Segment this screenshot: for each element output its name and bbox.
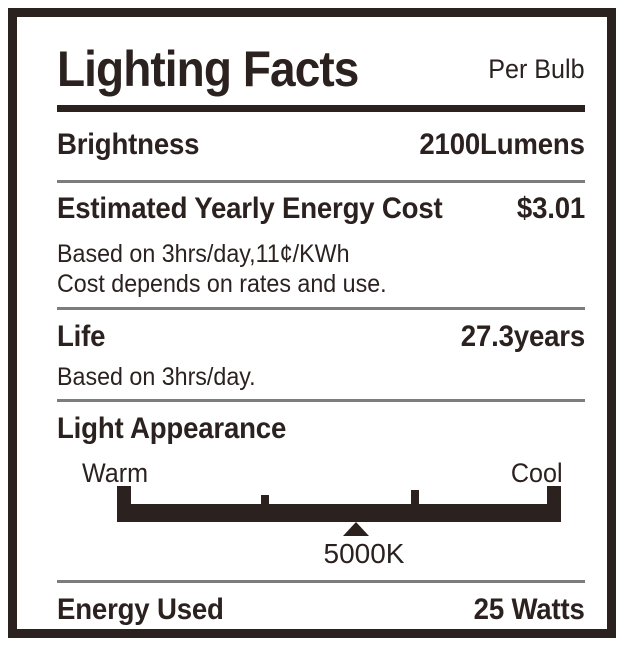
- brightness-value: 2100Lumens: [419, 128, 586, 161]
- life-value: 27.3years: [460, 320, 585, 353]
- scale-value-wrapper: 5000K: [57, 537, 585, 571]
- energy-cost-label: Estimated Yearly Energy Cost: [57, 192, 443, 225]
- divider-after-life: [57, 399, 585, 402]
- scale-pointer-triangle-icon: [343, 522, 369, 536]
- energy-used-value: 25 Watts: [473, 593, 585, 626]
- lighting-facts-label: Lighting Facts Per Bulb Brightness 2100L…: [8, 8, 616, 638]
- row-energy-cost: Estimated Yearly Energy Cost $3.01: [57, 189, 585, 229]
- scale-tick-minor: [261, 495, 269, 504]
- life-note-1: Based on 3hrs/day.: [57, 363, 256, 391]
- row-life: Life 27.3years: [57, 317, 585, 357]
- page-title: Lighting Facts: [57, 41, 359, 97]
- divider-after-energy-cost: [57, 307, 585, 310]
- label-content: Lighting Facts Per Bulb Brightness 2100L…: [17, 17, 607, 629]
- row-brightness: Brightness 2100Lumens: [57, 125, 585, 165]
- scale-value: 5000K: [323, 538, 405, 569]
- title-divider: [57, 105, 585, 112]
- brightness-label: Brightness: [57, 128, 200, 161]
- scale-bar: [117, 486, 561, 522]
- divider-after-light-appearance: [57, 580, 585, 583]
- life-notes: Based on 3hrs/day.: [57, 362, 585, 392]
- energy-used-label: Energy Used: [57, 593, 224, 626]
- label-title-row: Lighting Facts Per Bulb: [57, 41, 585, 97]
- energy-cost-note-1: Based on 3hrs/day,11¢/KWh: [57, 240, 350, 268]
- color-temperature-scale: Warm Cool 5000K: [57, 457, 585, 577]
- row-light-appearance: Light Appearance: [57, 409, 585, 449]
- energy-cost-notes: Based on 3hrs/day,11¢/KWh Cost depends o…: [57, 239, 585, 299]
- life-label: Life: [57, 320, 106, 353]
- row-energy-used: Energy Used 25 Watts: [57, 590, 585, 630]
- scale-warm-label: Warm: [82, 458, 149, 488]
- scale-tick-marker: [411, 490, 419, 504]
- divider-after-brightness: [57, 180, 585, 183]
- energy-cost-value: $3.01: [516, 192, 585, 225]
- energy-cost-note-2: Cost depends on rates and use.: [57, 270, 387, 298]
- scale-cap-cool: [547, 486, 561, 504]
- scale-cool-label: Cool: [511, 458, 563, 488]
- per-bulb-basis: Per Bulb: [488, 54, 585, 84]
- light-appearance-label: Light Appearance: [57, 412, 287, 445]
- scale-cap-warm: [117, 486, 131, 504]
